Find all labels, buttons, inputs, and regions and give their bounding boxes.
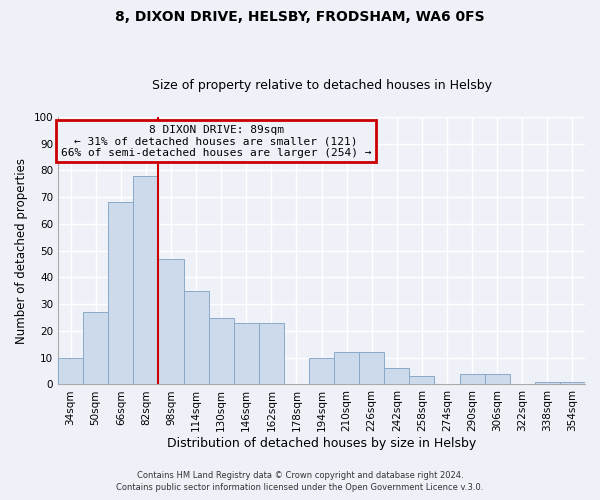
Bar — [560, 382, 585, 384]
Bar — [184, 291, 209, 384]
Text: 8, DIXON DRIVE, HELSBY, FRODSHAM, WA6 0FS: 8, DIXON DRIVE, HELSBY, FRODSHAM, WA6 0F… — [115, 10, 485, 24]
Bar — [359, 352, 384, 384]
Bar — [108, 202, 133, 384]
Bar — [309, 358, 334, 384]
Bar — [233, 323, 259, 384]
Bar — [535, 382, 560, 384]
Bar — [133, 176, 158, 384]
Bar — [334, 352, 359, 384]
X-axis label: Distribution of detached houses by size in Helsby: Distribution of detached houses by size … — [167, 437, 476, 450]
Bar — [83, 312, 108, 384]
Bar — [158, 258, 184, 384]
Bar — [485, 374, 510, 384]
Title: Size of property relative to detached houses in Helsby: Size of property relative to detached ho… — [152, 79, 491, 92]
Bar — [209, 318, 233, 384]
Text: Contains HM Land Registry data © Crown copyright and database right 2024.
Contai: Contains HM Land Registry data © Crown c… — [116, 471, 484, 492]
Text: 8 DIXON DRIVE: 89sqm
← 31% of detached houses are smaller (121)
66% of semi-deta: 8 DIXON DRIVE: 89sqm ← 31% of detached h… — [61, 125, 371, 158]
Bar — [460, 374, 485, 384]
Bar — [384, 368, 409, 384]
Bar — [409, 376, 434, 384]
Bar — [58, 358, 83, 384]
Bar — [259, 323, 284, 384]
Y-axis label: Number of detached properties: Number of detached properties — [15, 158, 28, 344]
